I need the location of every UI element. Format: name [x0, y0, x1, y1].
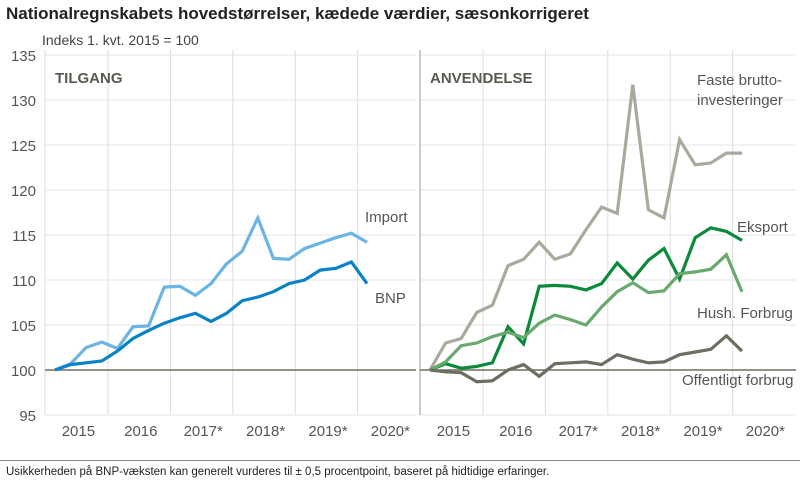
y-tick-label: 100 [11, 363, 36, 380]
panel-title: ANVENDELSE [430, 70, 533, 87]
series-label: BNP [375, 290, 406, 307]
y-tick-label: 115 [12, 228, 36, 245]
y-tick-label: 105 [11, 318, 36, 335]
series-line-eksport [429, 226, 743, 372]
series-label: Import [365, 209, 408, 226]
y-tick-label: 95 [19, 408, 36, 425]
y-tick-label: 130 [11, 93, 36, 110]
x-tick-label: 2017* [559, 423, 598, 440]
series-label: investeringer [697, 92, 783, 109]
chart-title: Nationalregnskabets hovedstørrelser, kæd… [6, 4, 589, 23]
x-tick-label: 2016 [124, 423, 157, 440]
footer-note: Usikkerheden på BNP-væksten kan generelt… [6, 466, 550, 478]
series-line-hush-forbrug [429, 252, 744, 372]
y-tick-label: 135 [11, 48, 36, 65]
series-line-bnp [54, 260, 369, 372]
x-tick-label: 2015 [437, 423, 470, 440]
y-tick-label: 125 [11, 138, 36, 155]
series-line-offentligt-forbrug [429, 333, 744, 384]
panel-anvendelse: 2015 2016 2017* 2018* 2019* 2020* ANVENDELSE Fa… [419, 50, 796, 440]
series-label: Faste brutto- [697, 72, 782, 89]
x-tick-label: 2019* [683, 423, 722, 440]
x-tick-label: 2020* [371, 423, 410, 440]
x-tick-label: 2019* [308, 423, 347, 440]
x-tick-label: 2020* [746, 423, 785, 440]
series-label: Hush. Forbrug [697, 305, 793, 322]
x-tick-label: 2016 [499, 423, 532, 440]
y-axis-label: Indeks 1. kvt. 2015 = 100 [42, 32, 199, 48]
footer-divider [0, 460, 800, 461]
x-tick-label: 2017* [184, 423, 223, 440]
panel-title: TILGANG [55, 70, 123, 87]
x-tick-label: 2018* [246, 423, 285, 440]
panel-tilgang: 95 100 105 110 115 120 125 130 135 2015 2016 2017* 2… [11, 32, 416, 440]
y-tick-label: 120 [11, 183, 36, 200]
x-tick-label: 2018* [621, 423, 660, 440]
series-line-faste-brutto-investeringer [428, 84, 742, 371]
series-label: Offentligt forbrug [682, 372, 793, 389]
x-tick-label: 2015 [62, 423, 95, 440]
y-tick-label: 110 [12, 273, 36, 290]
series-label: Eksport [737, 219, 789, 236]
series-line-import [54, 213, 368, 372]
